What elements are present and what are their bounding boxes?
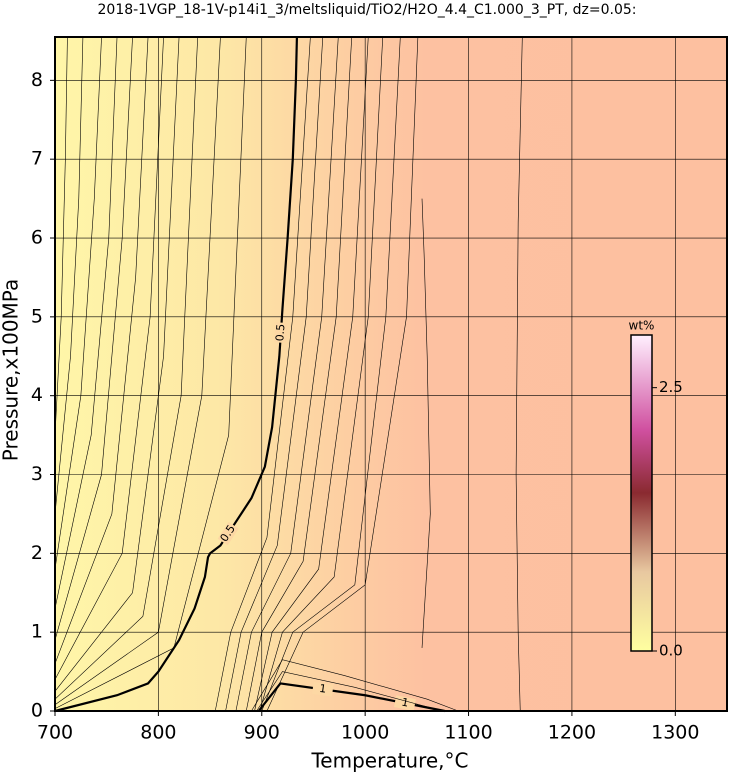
contour-label: 1 [318,682,327,696]
plot-frame [54,36,728,712]
contour-label: 0.5 [273,323,287,341]
contour-line [54,36,221,705]
y-axis-label: Pressure,x100MPa [0,279,23,461]
contour-label-bg [274,322,288,343]
field [55,37,727,711]
chart-title: 2018-1VGP_18-1V-p14i1_3/meltsliquid/TiO2… [98,2,637,18]
contour-line [254,36,369,712]
contour-line [259,36,384,712]
contour-line [251,659,459,712]
contour-label-bg [312,681,334,697]
x-axis-label: Temperature,°C [310,749,468,773]
contour-line [54,36,84,514]
x-tick-label: 1200 [548,722,596,744]
contour-line [54,36,133,641]
x-tick-label: 1300 [651,722,699,744]
contour-line [261,36,401,712]
contour-line [421,198,431,648]
y-tick-label: 4 [31,384,43,406]
x-tick-label: 1100 [444,722,492,744]
contour-line [245,36,353,712]
contour-line [54,36,118,609]
contour-line [54,36,198,700]
contour-label-bg [217,521,239,546]
colorbar-tick-label: 2.5 [659,378,683,396]
y-tick-label: 6 [31,227,43,249]
x-tick-label: 700 [37,722,73,744]
y-tick-label: 2 [31,542,43,564]
contour-line [54,36,247,709]
colorbar [630,334,653,652]
contour-line [54,36,164,680]
y-tick-label: 7 [31,148,43,170]
x-tick-label: 800 [140,722,176,744]
x-tick-label: 900 [244,722,280,744]
contour-line [256,671,443,712]
x-tick-label: 1000 [341,722,389,744]
y-tick-label: 8 [31,69,43,91]
y-tick-label: 0 [31,700,43,722]
contour-label: 1 [400,696,409,710]
contour-line [214,36,311,712]
contour-line [54,36,102,570]
y-tick-label: 5 [31,305,43,327]
colorbar-label: wt% [629,319,655,333]
contour-line [225,36,324,712]
colorbar-tick-label: 0.0 [659,642,683,660]
y-tick-label: 1 [31,621,43,643]
y-tick-label: 3 [31,463,43,485]
